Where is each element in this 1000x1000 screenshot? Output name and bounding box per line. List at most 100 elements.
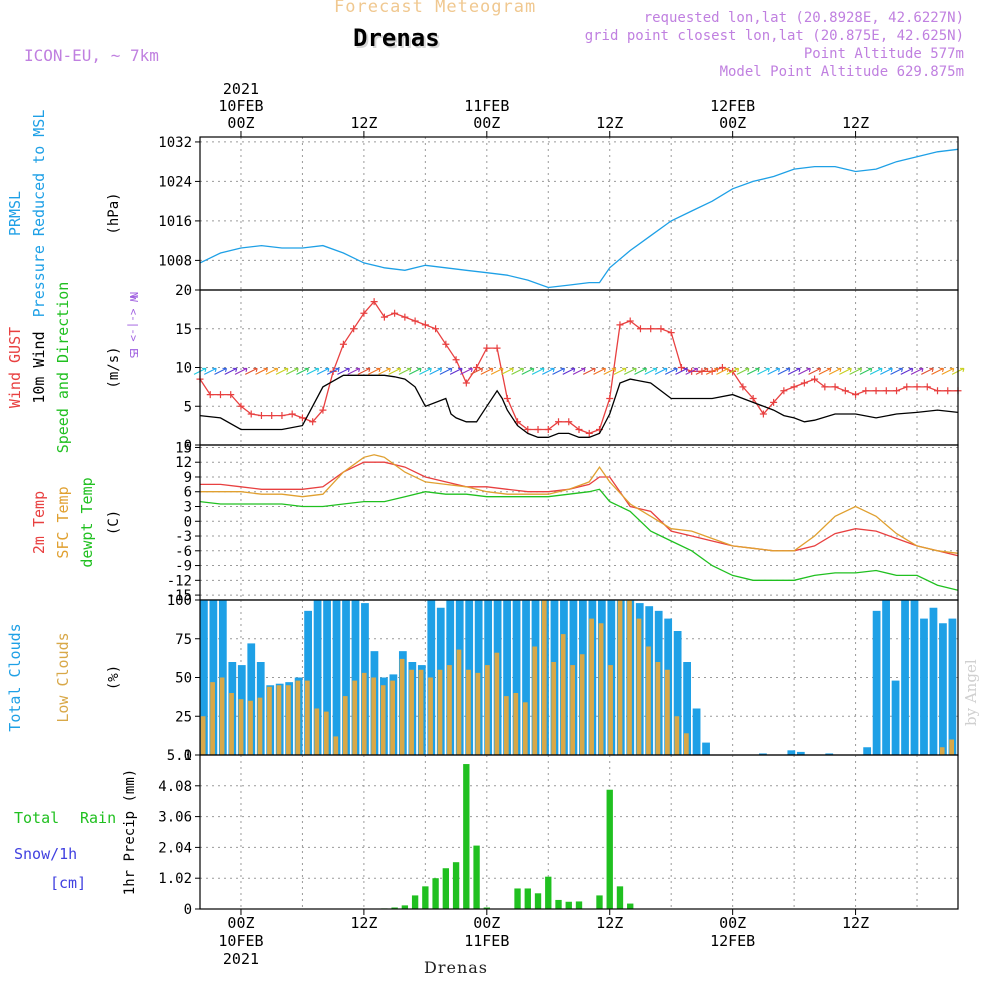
low-cloud-bar [447,665,452,755]
y-tick-label: -6 [175,544,192,560]
low-cloud-bar [409,669,414,755]
total-cloud-bar [692,708,701,755]
bottom-time-label: 00Z [719,914,746,932]
panel-label: PRMSL [6,191,24,236]
wind-arrow [705,367,719,375]
total-cloud-bar [351,600,360,755]
gust-marker [759,410,767,418]
wind-arrow [357,367,371,375]
panel-frame [199,136,959,291]
wind-arrow [695,367,709,375]
rain-bar [473,845,480,909]
rain-bar [401,905,409,909]
total-cloud-bar [702,742,710,755]
wind-arrow [818,367,832,375]
top-time-label: 11FEB [464,97,509,115]
bottom-time-label: 10FEB [218,932,263,950]
gust-marker [923,383,931,391]
panel-label: Total Clouds [6,623,24,731]
y-tick-label: 1016 [158,214,192,230]
total-cloud-bar [882,600,890,755]
low-cloud-bar [210,682,215,755]
y-tick-label: 3 [184,500,192,516]
top-time-label: 2021 [223,80,259,98]
compass-we: W <-|-> E [127,295,140,355]
low-cloud-bar [475,672,481,755]
wind-arrow [398,367,412,375]
gust-marker [257,412,265,420]
rain-bar [391,907,398,909]
wind-arrow [367,367,381,375]
low-cloud-bar [276,685,282,755]
y-axis-label: (%) [106,665,122,690]
y-axis-label: 1hr Precip (mm) [122,769,138,895]
wind-arrow [531,367,545,375]
low-cloud-bar [636,618,642,755]
rain-bar [422,886,429,909]
bottom-time-label: 12Z [596,914,623,932]
y-tick-label: 9 [184,470,192,486]
wind-arrow [828,367,842,375]
y-tick-label: 1032 [158,135,192,151]
gust-marker [934,387,942,395]
gust-marker [452,356,460,364]
low-cloud-bar [295,680,301,755]
total-cloud-bar [522,600,530,755]
y-tick-label: 5.1 [167,748,192,764]
low-cloud-bar [551,662,557,755]
low-cloud-bar [665,669,670,755]
gust-marker [882,387,890,395]
low-cloud-bar [560,634,566,755]
top-time-label: 00Z [227,114,254,132]
wind-arrow [613,367,627,375]
wind-arrow [787,367,801,375]
gust-marker [380,313,388,321]
wind-arrow [644,367,658,375]
wind-arrow [910,367,924,375]
total-cloud-bar [342,600,350,755]
wind-arrow [203,367,217,375]
gust-marker [718,364,726,371]
rain-bar [575,901,583,909]
bottom-time-label: 00Z [227,914,254,932]
low-cloud-bar [342,696,348,755]
gust-marker [360,309,368,317]
wind-arrow [244,367,258,375]
low-cloud-bar [390,680,395,755]
y-tick-label: 100 [167,593,192,609]
wind-arrow [224,367,238,375]
footer-location: Drenas [424,958,488,977]
panel-precip: 0 1.02 2.04 3.06 4.08 5.1 [158,748,959,918]
gust-marker [831,383,839,391]
rain-bar [524,888,531,909]
wind-arrow [890,367,904,375]
gust-marker [872,387,880,395]
precip-total-label: Total [14,809,59,827]
gust-marker [811,375,819,383]
gust-marker [913,383,921,391]
wind-arrow [490,367,504,375]
panel-label: 10m Wind [30,331,48,403]
panel-frame [199,754,959,910]
y-tick-label: 1.02 [158,871,192,887]
gust-marker [636,325,644,333]
wind-arrow [439,367,453,375]
gust-marker [401,313,409,321]
rain-bar [627,903,634,909]
low-cloud-bar [503,696,509,755]
bottom-time-label: 12Z [842,914,869,932]
bottom-time-label: 11FEB [464,932,509,950]
low-cloud-bar [646,646,651,755]
low-cloud-bar [949,739,955,755]
total-cloud-bar [247,643,256,755]
gust-marker [216,391,224,399]
total-cloud-bar [929,607,938,755]
precip-snow-label: Snow/1h [14,845,77,863]
wind-arrow [675,367,688,375]
low-cloud-bar [674,716,680,755]
model-label: ICON-EU, ~ 7km [24,46,159,65]
total-cloud-bar [209,600,218,755]
wind-arrow [470,367,484,375]
